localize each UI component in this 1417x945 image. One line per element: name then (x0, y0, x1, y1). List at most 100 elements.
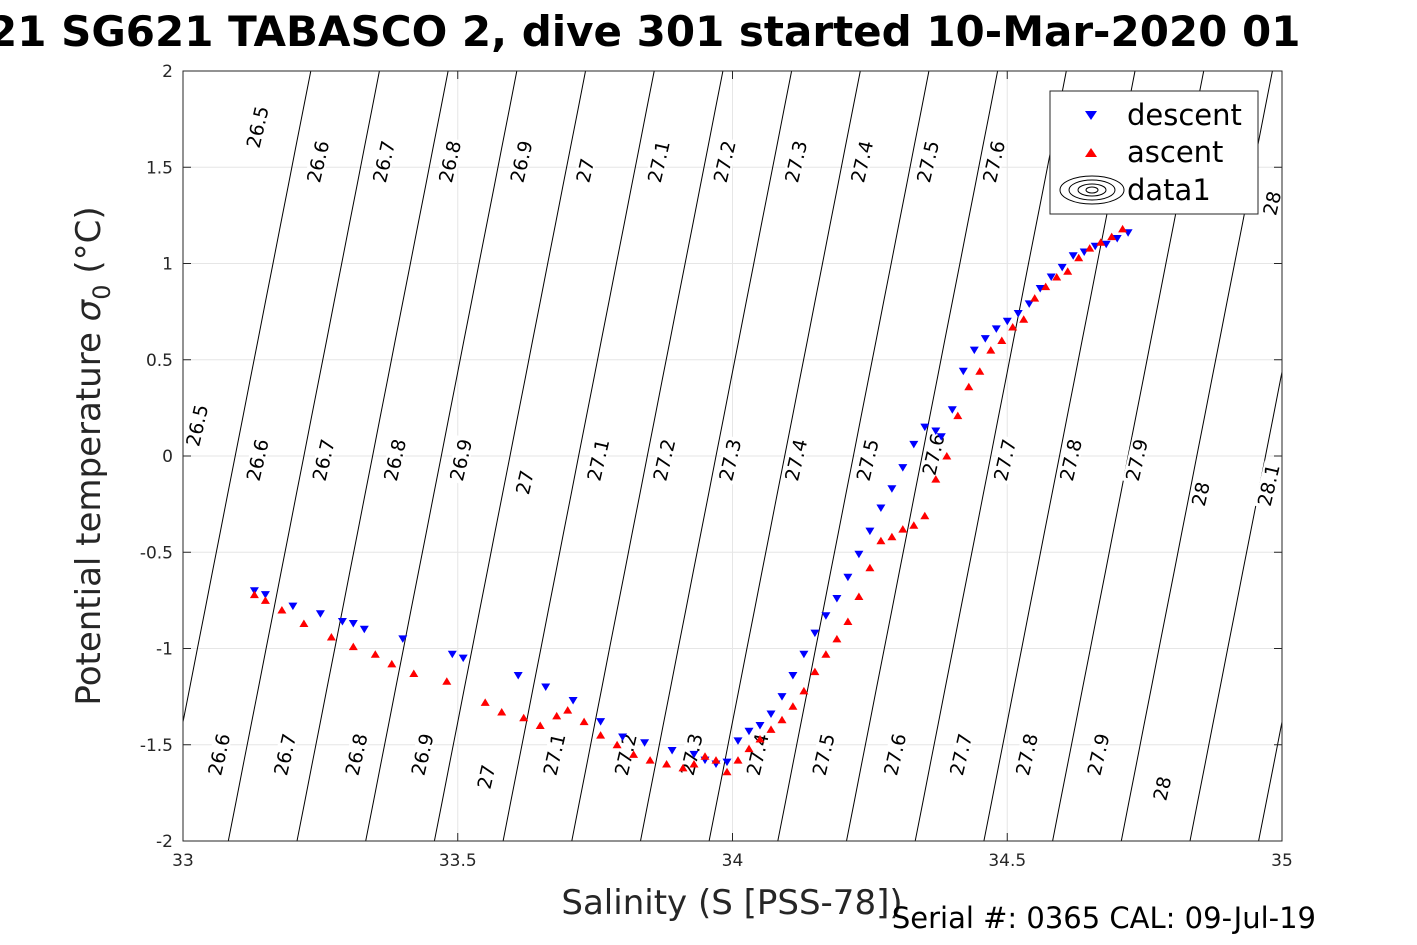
descent-point (920, 423, 930, 432)
descent-point (458, 654, 468, 663)
y-tick-label: 0 (162, 447, 173, 467)
ascent-point (552, 711, 562, 720)
contour-label-bg (979, 136, 1008, 187)
contour-label-bg (270, 729, 299, 780)
contour-label-bg (715, 435, 744, 485)
descent-point (821, 612, 831, 620)
ascent-point (986, 346, 996, 354)
descent-point (1002, 317, 1012, 326)
contour-label: 28 (1259, 187, 1286, 219)
descent-point (1024, 300, 1034, 308)
y-axis-label-sub: 0 (88, 284, 116, 299)
ascent-point (689, 760, 699, 768)
ascent-point (1118, 224, 1128, 233)
ascent-point (975, 367, 985, 375)
descent-point (865, 527, 875, 536)
descent-point (876, 504, 886, 512)
descent-point (1013, 310, 1023, 318)
density-contour (433, 71, 587, 841)
descent-point (766, 710, 776, 718)
ascent-point (348, 642, 358, 651)
ascent-point (953, 411, 963, 420)
descent-point (733, 737, 743, 745)
descent-point (832, 595, 842, 603)
x-tick-label: 33.5 (439, 851, 477, 871)
x-tick-label: 34 (722, 851, 744, 871)
ascent-point (629, 750, 639, 758)
ascent-point (964, 382, 974, 391)
series-ascent (249, 224, 1128, 776)
ascent-point (854, 592, 864, 600)
contour-label-bg (913, 136, 942, 187)
contour-label-bg (243, 102, 272, 152)
contour-label-text: 28 (1149, 774, 1176, 803)
ascent-point (1085, 244, 1095, 252)
descent-point (887, 485, 897, 493)
ascent-point (1063, 267, 1073, 275)
x-axis-label: Salinity (S [PSS-78]) (561, 883, 902, 923)
ascent-point (480, 698, 490, 706)
ascent-point (1019, 315, 1029, 323)
ascent-point (1041, 282, 1051, 291)
descent-point (931, 427, 941, 435)
density-contour (914, 71, 1067, 841)
contour-label-bg (946, 729, 975, 780)
ascent-point (799, 686, 809, 695)
contour-label-bg (809, 729, 838, 780)
y-axis-label-prefix: Potential temperature (69, 321, 109, 705)
ascent-point (777, 715, 787, 724)
x-tick-label: 35 (1271, 851, 1293, 871)
descent-point (788, 672, 798, 680)
descent-point (1035, 285, 1045, 293)
contour-label-bg (1012, 729, 1041, 780)
ascent-point (1074, 253, 1084, 262)
ascent-point (326, 633, 336, 641)
ascent-point (299, 619, 309, 627)
descent-point (288, 602, 298, 611)
contour-label-bg (781, 136, 810, 187)
density-contour (571, 71, 724, 841)
descent-point (898, 464, 908, 472)
descent-point (348, 620, 358, 628)
contour-label-bg (710, 136, 739, 187)
contour-label: 27 (474, 760, 500, 793)
descent-point (541, 683, 551, 691)
contour-label-bg (743, 729, 772, 780)
descent-point (947, 406, 957, 414)
descent-point (958, 367, 968, 376)
ascent-point (909, 521, 919, 529)
ascent-point (700, 752, 710, 760)
y-axis-label-suffix: (°C) (69, 206, 109, 284)
y-tick-label: 0.5 (146, 351, 173, 371)
contour-label-bg (572, 154, 597, 187)
ascent-point (277, 606, 287, 614)
ascent-point (662, 760, 672, 768)
contour-label-bg (435, 136, 464, 187)
contour-label-bg (1122, 435, 1151, 485)
ascent-point (678, 763, 688, 772)
contour-label-bg (474, 760, 498, 793)
legend-descent-label: descent (1127, 98, 1242, 132)
ascent-point (1052, 273, 1062, 281)
descent-point (810, 629, 820, 638)
descent-point (1046, 273, 1056, 281)
ascent-point (535, 721, 545, 729)
ascent-point (370, 650, 380, 658)
density-contour (1189, 369, 1282, 841)
density-contour (365, 71, 518, 841)
descent-point (1068, 252, 1078, 260)
descent-point (854, 550, 864, 559)
ascent-point (744, 744, 754, 753)
contour-label-bg (880, 729, 909, 780)
descent-point (315, 610, 325, 618)
density-contour (777, 71, 930, 841)
contour-label-text: 28 (1188, 480, 1215, 509)
ascent-point (920, 511, 930, 520)
ascent-point (711, 756, 721, 764)
descent-point (359, 625, 369, 634)
contour-label-bg (1084, 729, 1112, 780)
contour-label-bg (1254, 460, 1283, 510)
ascent-point (733, 756, 743, 764)
contour-label-bg (303, 136, 332, 187)
descent-point (513, 672, 523, 680)
